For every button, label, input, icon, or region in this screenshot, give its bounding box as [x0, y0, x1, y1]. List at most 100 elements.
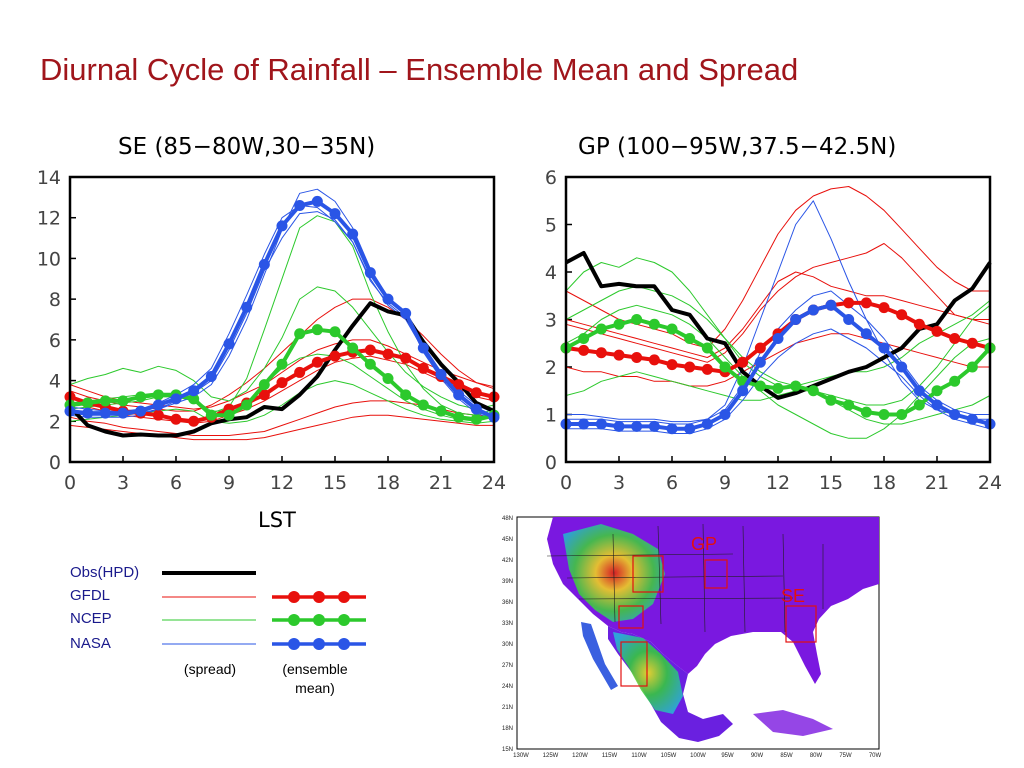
map-lat-label: 45N — [502, 537, 513, 543]
point-ncep — [453, 411, 465, 423]
point-nasa — [613, 420, 625, 432]
map-region-box-gp — [704, 559, 728, 589]
point-nasa — [648, 420, 660, 432]
point-nasa — [931, 399, 943, 411]
point-ncep — [99, 395, 111, 407]
map-caribbean — [753, 710, 833, 736]
map-lon-label: 70W — [869, 753, 882, 759]
y-tick-label: 4 — [545, 262, 557, 284]
map-lat-labels: 48N 45N 42N 39N 36N 33N 30N 27N 24N 21N 18N 15N — [502, 516, 513, 753]
point-nasa — [258, 259, 270, 271]
y-tick-label: 0 — [49, 452, 61, 474]
chart-se-title: SE (85−80W,30−35N) — [118, 134, 376, 160]
point-ncep — [347, 342, 359, 354]
point-gfdl — [595, 347, 607, 359]
point-ncep — [860, 406, 872, 418]
point-nasa — [595, 418, 607, 430]
point-nasa — [631, 420, 643, 432]
map-lat-label: 42N — [502, 558, 513, 564]
x-tick-label: 0 — [560, 472, 572, 494]
map-state-lines — [546, 523, 824, 633]
legend-marker-ncep — [338, 614, 350, 626]
point-nasa — [843, 314, 855, 325]
point-ncep — [417, 399, 429, 411]
x-tick-label: 18 — [872, 472, 896, 494]
point-nasa — [276, 220, 288, 232]
point-nasa — [152, 399, 164, 411]
map-lat-label: 39N — [502, 579, 513, 585]
point-nasa — [825, 299, 837, 311]
x-tick-label: 15 — [819, 472, 843, 494]
chart-gp-title: GP (100−95W,37.5−42.5N) — [578, 134, 897, 160]
region-map: GP SE 48N 45N 42N 39N 36N 33N 30N 27N 24N 21N 18N 1… — [502, 516, 882, 759]
point-gfdl — [701, 363, 713, 375]
point-gfdl — [666, 359, 678, 371]
point-gfdl — [613, 349, 625, 361]
y-tick-label: 4 — [49, 371, 61, 393]
y-tick-label: 1 — [545, 405, 557, 427]
x-tick-label: 0 — [64, 472, 76, 494]
point-ncep — [666, 323, 678, 335]
point-nasa — [701, 418, 713, 430]
map-lon-label: 105W — [661, 753, 677, 759]
x-tick-label: 12 — [766, 472, 790, 494]
map-lat-label: 24N — [502, 684, 513, 690]
point-gfdl — [294, 366, 306, 378]
point-gfdl — [878, 302, 890, 314]
legend-note-mean-2: mean) — [295, 680, 335, 696]
point-ncep — [82, 397, 94, 409]
point-gfdl — [737, 356, 749, 368]
y-tick-label: 6 — [545, 167, 557, 189]
legend-marker-gfdl — [288, 591, 300, 603]
x-tick-label: 24 — [482, 472, 506, 494]
point-nasa — [435, 368, 447, 380]
x-tick-label: 3 — [613, 472, 625, 494]
legend-marker-ncep — [288, 614, 300, 626]
series-line-gfdl-spread-2 — [565, 243, 991, 363]
point-gfdl — [417, 362, 429, 374]
point-nasa — [294, 200, 306, 211]
point-gfdl — [453, 379, 465, 391]
point-ncep — [276, 358, 288, 370]
point-ncep — [684, 333, 696, 344]
map-lon-labels: 130W 125W 120W 115W 110W 105W 100W 95W 90W 85W 80W… — [513, 753, 881, 759]
y-tick-label: 0 — [545, 452, 557, 474]
map-lon-label: 115W — [602, 753, 618, 759]
point-ncep — [258, 379, 270, 391]
point-nasa — [241, 301, 253, 313]
map-label-se: SE — [781, 586, 805, 606]
point-gfdl — [896, 309, 908, 321]
point-ncep — [878, 409, 890, 420]
legend-label-gfdl: GFDL — [70, 587, 111, 604]
point-nasa — [99, 407, 111, 419]
point-ncep — [772, 382, 784, 394]
point-gfdl — [860, 297, 872, 309]
y-tick-label: 6 — [49, 330, 61, 352]
x-tick-label: 21 — [429, 472, 453, 494]
point-ncep — [382, 373, 394, 385]
point-ncep — [648, 318, 660, 330]
point-ncep — [631, 314, 643, 325]
point-ncep — [578, 333, 590, 344]
map-region-box-se — [785, 605, 817, 643]
point-nasa — [666, 423, 678, 435]
y-tick-label: 10 — [37, 248, 61, 270]
x-tick-label: 9 — [719, 472, 731, 494]
point-nasa — [329, 208, 341, 220]
point-ncep — [931, 385, 943, 397]
series-line-obs-hpd- — [68, 301, 495, 438]
point-nasa — [966, 413, 978, 425]
y-tick-label: 3 — [545, 310, 557, 332]
point-nasa — [772, 333, 784, 344]
point-nasa — [754, 356, 766, 368]
point-nasa — [878, 342, 890, 354]
point-nasa — [737, 385, 749, 397]
point-ncep — [329, 326, 341, 338]
point-ncep — [241, 399, 253, 411]
point-gfdl — [311, 356, 323, 368]
point-nasa — [135, 405, 147, 417]
point-gfdl — [364, 344, 376, 356]
